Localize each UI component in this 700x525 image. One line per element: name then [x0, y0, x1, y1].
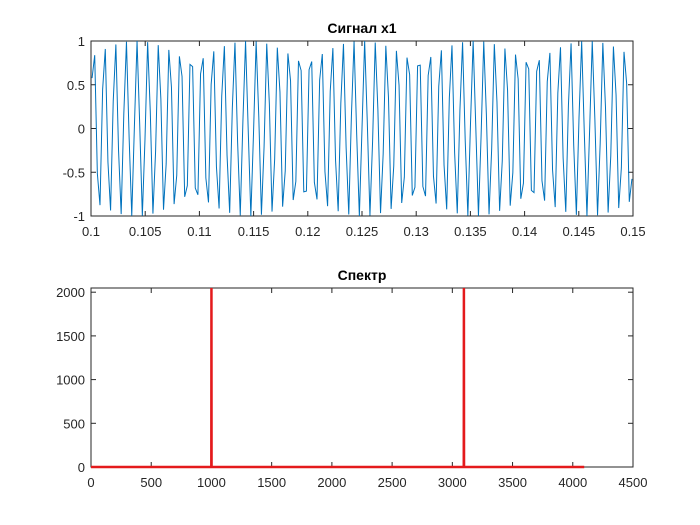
signal-ytick-label: 1 [78, 34, 85, 49]
signal-xtick-label: 0.145 [563, 224, 596, 239]
signal-xtick-label: 0.14 [512, 224, 537, 239]
signal-xtick-label: 0.135 [454, 224, 487, 239]
signal-xtick-label: 0.11 [187, 224, 211, 239]
spectrum-ytick-label: 500 [63, 416, 85, 431]
spectrum-ytick-label: 1500 [56, 329, 85, 344]
spectrum-line-group [91, 287, 585, 469]
spectrum-xtick-label: 3500 [498, 475, 527, 490]
spectrum-ytick-label: 1000 [56, 373, 85, 388]
spectrum-xtick-label: 0 [87, 475, 94, 490]
signal-xtick-label: 0.125 [346, 224, 379, 239]
spectrum-title: Спектр [338, 267, 387, 283]
signal-line-group [91, 40, 633, 217]
spectrum-ticks: 0 500 1000 1500 2000 2500 3000 3500 4000 4500 0 500… [56, 285, 647, 490]
signal-xtick-label: 0.13 [404, 224, 429, 239]
signal-xtick-label: 0.15 [620, 224, 645, 239]
signal-title: Сигнал x1 [327, 20, 396, 36]
spectrum-xtick-label: 500 [140, 475, 162, 490]
spectrum-ytick-label: 0 [78, 460, 85, 475]
spectrum-plot-area [90, 287, 634, 468]
signal-xtick-label: 0.1 [82, 224, 100, 239]
spectrum-series-line [91, 287, 585, 469]
spectrum-xtick-label: 3000 [438, 475, 467, 490]
spectrum-ytick-label: 2000 [56, 285, 85, 300]
signal-ytick-label: -1 [73, 209, 85, 224]
spectrum-xtick-label: 4500 [619, 475, 648, 490]
spectrum-xtick-label: 2500 [378, 475, 407, 490]
spectrum-axes: Спектр 0 500 1000 1500 2000 2500 3000 3500 4000 4… [56, 267, 647, 490]
signal-xtick-label: 0.12 [295, 224, 320, 239]
spectrum-xtick-label: 1500 [257, 475, 286, 490]
signal-series-line [91, 40, 633, 217]
signal-ticks: 0.1 0.105 0.11 0.115 0.12 0.125 0.13 0.135 0.14 0… [63, 34, 646, 239]
signal-xtick-label: 0.105 [129, 224, 162, 239]
signal-axes: Сигнал x1 0.1 0.105 0.11 0.115 0.12 0.125 0.13… [63, 20, 646, 239]
spectrum-xtick-label: 1000 [197, 475, 226, 490]
spectrum-xtick-label: 2000 [317, 475, 346, 490]
signal-ytick-label: -0.5 [63, 165, 85, 180]
signal-ytick-label: 0.5 [67, 78, 85, 93]
signal-xtick-label: 0.115 [238, 224, 270, 239]
signal-ytick-label: 0 [78, 122, 85, 137]
spectrum-xtick-label: 4000 [558, 475, 587, 490]
